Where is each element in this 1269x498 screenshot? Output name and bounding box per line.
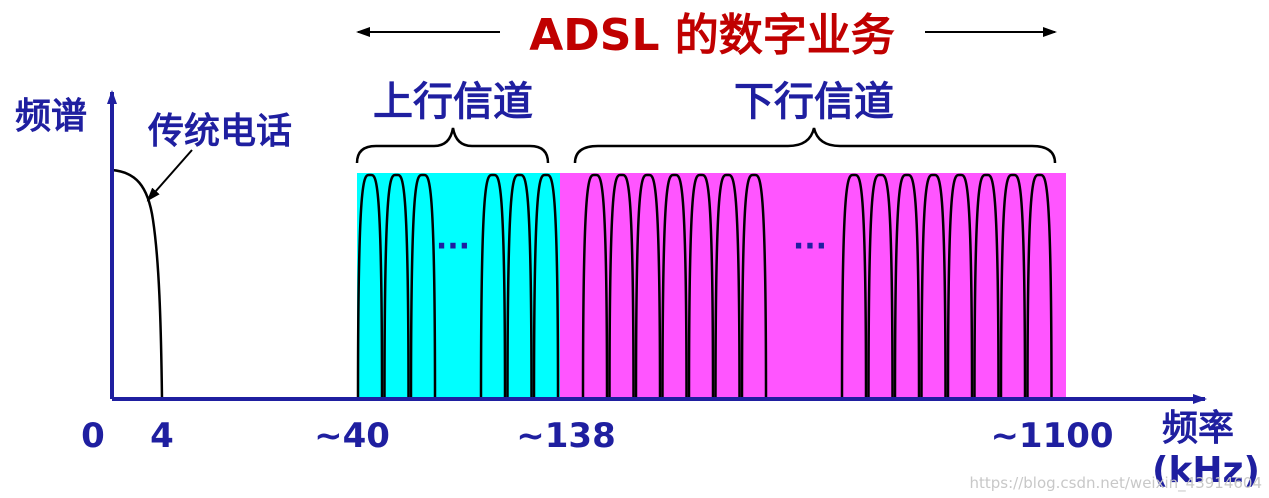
carrier-hump — [893, 173, 921, 400]
downstream-ellipsis: ··· — [793, 229, 827, 264]
carrier-hump — [532, 173, 560, 400]
tick-label: ~1100 — [990, 416, 1113, 456]
voice-curve — [111, 168, 164, 400]
x-axis-label: 频率 — [1162, 408, 1234, 449]
carrier-hump — [1026, 173, 1053, 400]
tick-label: ~138 — [516, 416, 615, 456]
tick-label: ~40 — [314, 416, 390, 456]
carrier-hump — [946, 173, 974, 400]
carrier-hump — [920, 173, 947, 400]
carrier-hump — [867, 173, 894, 400]
carrier-hump — [608, 173, 635, 400]
carrier-curves — [356, 173, 1053, 400]
upstream-ellipsis: ··· — [436, 229, 470, 264]
carrier-hump — [661, 173, 688, 400]
downstream-band — [560, 173, 1066, 399]
carrier-hump — [383, 173, 410, 400]
carrier-hump — [479, 173, 507, 400]
carrier-hump — [506, 173, 533, 400]
carrier-hump — [973, 173, 1000, 400]
carrier-hump — [634, 173, 662, 400]
x-axis-unit: (kHz) — [1152, 450, 1260, 491]
voice-label: 传统电话 — [147, 111, 292, 152]
carrier-hump — [840, 173, 868, 400]
carrier-hump — [999, 173, 1027, 400]
y-axis-label: 频谱 — [15, 96, 87, 137]
upstream-brace — [355, 127, 550, 164]
carrier-hump — [356, 173, 384, 400]
carrier-hump — [740, 173, 768, 400]
carrier-hump — [409, 173, 437, 400]
tick-label: 4 — [150, 416, 174, 456]
downstream-brace — [573, 127, 1057, 164]
diagram-title: ADSL 的数字业务 — [529, 10, 895, 61]
carrier-hump — [687, 173, 715, 400]
voice-pointer-arrow — [146, 149, 193, 202]
upstream-band — [357, 173, 560, 399]
carrier-hump — [714, 173, 741, 400]
carrier-hump — [581, 173, 609, 400]
upstream-label: 上行信道 — [373, 79, 533, 125]
downstream-label: 下行信道 — [734, 79, 894, 125]
tick-label: 0 — [81, 416, 105, 456]
watermark: https://blog.csdn.net/weixin_43914604 — [969, 474, 1262, 493]
